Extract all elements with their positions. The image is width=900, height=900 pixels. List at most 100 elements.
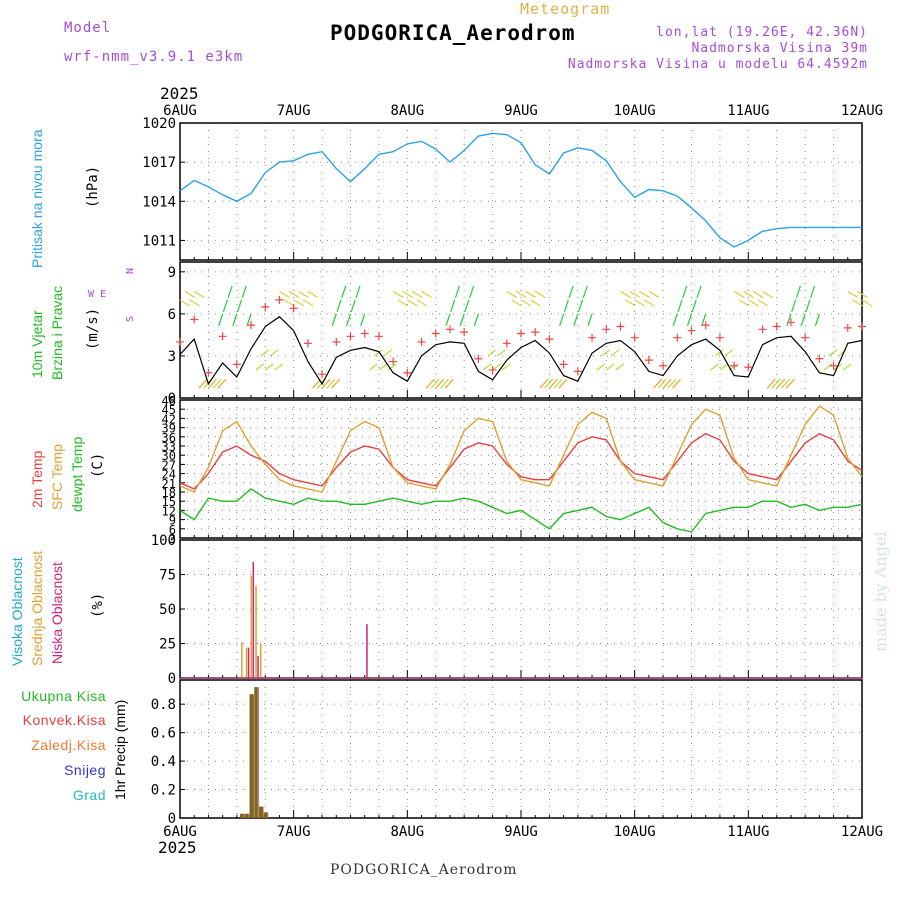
wind-direction-arrow [620,290,631,298]
wind-direction-arrow [207,378,217,389]
y-tick-label: 24 [162,468,176,482]
cloud-high-axis-title: Visoka Oblacnost [9,557,25,666]
wind-direction-arrow [326,378,336,389]
wind-gust-marker [204,368,213,377]
wind-direction-arrow [667,378,677,389]
cloud-mid-axis-title: Srednja Oblacnost [29,551,45,666]
wind-direction-arrow [435,378,445,389]
precip-bar [254,687,258,818]
wind-direction-arrow [350,299,356,313]
legend-snijeg: Snijeg [64,762,106,778]
wind-direction-arrow [610,349,620,357]
wind-direction-arrow [785,378,795,389]
wind-direction-arrow [559,313,565,327]
wind-direction-arrow [445,313,451,327]
wind-direction-arrow [425,378,435,389]
wind-direction-arrow [525,290,537,298]
wind-gust-marker [644,356,653,365]
precip-bar [244,813,249,818]
temp-2m-axis-title: 2m Temp [29,450,45,508]
wind-direction-arrow [279,290,290,298]
wind-direction-arrow [596,363,606,371]
wind-direction-arrow [378,363,388,371]
wind-direction-arrow [810,285,816,299]
y-tick-label: 27 [162,458,176,472]
wind-direction-arrow [492,363,501,371]
wind-gust-marker [715,333,724,342]
wind-direction-arrow [269,349,279,357]
y-tick-label: 0 [168,671,176,687]
wind-direction-arrow [298,290,309,298]
wind-direction-arrow [653,378,663,389]
wind-gust-marker [261,302,270,311]
x-tick-label-top: 9AUG [504,103,538,119]
wind-direction-arrow [397,299,409,307]
wind-gust-marker [829,361,838,370]
wind-direction-arrow [430,378,440,389]
wind-direction-arrow [341,285,347,299]
wind-direction-arrow [496,349,506,357]
wind-gust-marker [374,332,383,341]
y-tick-label: 0 [168,811,176,827]
cloud-bar [257,655,259,678]
wind-direction-arrow [392,290,404,298]
wind-gust-marker [573,367,582,376]
x-tick-label-top: 10AUG [614,103,656,119]
wind-direction-arrow [856,290,868,298]
wind-gust-marker [730,361,739,370]
y-tick-label: 3 [168,349,176,365]
pressure-unit: (hPa) [85,166,101,208]
x-tick-label-top: 6AUG [163,103,197,119]
y-tick-label: 18 [162,486,176,500]
wind-direction-arrow [861,299,873,307]
wind-direction-arrow [852,299,863,307]
wind-gust-marker [190,315,199,324]
wind-gust-marker [389,357,398,366]
wind-direction-arrow [283,299,295,307]
wind-gust-marker [858,322,866,331]
year-label-bottom: 2025 [158,838,197,857]
precip-conv-bar [257,687,259,818]
wind-direction-arrow [776,378,786,389]
wind-direction-arrow [615,363,625,371]
wind-direction-arrow [738,299,750,307]
wind-direction-arrow [416,299,428,307]
wind-direction-arrow [539,378,549,389]
wind-direction-arrow [264,363,274,371]
wind-gust-marker [630,333,639,342]
wind-direction-arrow [786,313,792,327]
precip-conv-bar [243,813,245,818]
cloud-bar [245,647,248,678]
y-tick-label: 48 [162,394,176,408]
y-tick-label: 1011 [142,233,176,249]
wind-direction-arrow [515,290,527,298]
legend-konvek-kisa: Konvek.Kisa [22,712,106,728]
wind-direction-arrow [321,378,331,389]
wind-direction-arrow [307,290,319,298]
pressure-axis-title: Pritisak na nivou mora [29,129,45,268]
wind-gust-marker [815,354,824,363]
wind-unit: (m/s) [85,308,101,350]
wind-gust-marker [517,329,525,338]
precip-axis-title: 1hr Precip (mm) [112,700,128,800]
wind-direction-arrow [218,313,224,327]
cloud-bar [366,624,368,678]
wind-axis-title-1: 10m Vjetar [29,310,45,378]
wind-gust-marker [531,328,540,337]
wind-gust-marker [545,335,554,344]
wind-direction-arrow [648,290,660,298]
wind-direction-arrow [179,299,191,307]
wind-axis-title-2: Brzina i Pravac [49,286,65,380]
y-tick-label: 9 [168,265,176,281]
wind-direction-arrow [388,363,397,371]
pressure-line [179,132,862,248]
y-tick-label: 3 [169,532,176,546]
wind-direction-arrow [232,313,238,327]
wind-speed-line [179,315,863,386]
wind-gust-marker [403,368,412,377]
wind-gust-marker [431,329,440,338]
wind-direction-arrow [288,290,300,298]
wind-gust-marker [616,322,625,331]
wind-direction-arrow [473,313,479,327]
